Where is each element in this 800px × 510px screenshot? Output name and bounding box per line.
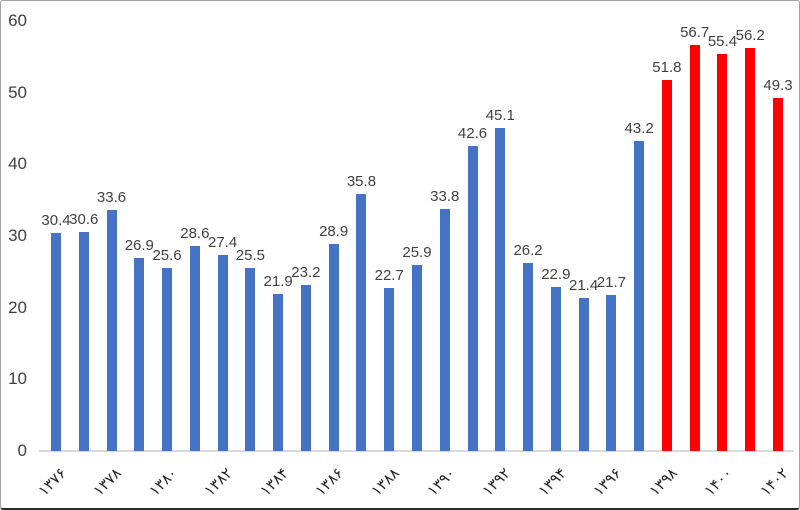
bar xyxy=(745,48,756,451)
bar-value-label: 26.2 xyxy=(513,242,543,260)
x-axis-tick-label: ۱۴۰۰ xyxy=(700,464,737,500)
bar xyxy=(356,194,367,451)
bar xyxy=(300,284,311,451)
y-axis-tick-label: 30 xyxy=(8,226,27,245)
x-axis-tick-label: ۱۳۹۸ xyxy=(645,464,681,500)
bar-value-label: 33.6 xyxy=(96,189,127,207)
bar-value-label: 25.9 xyxy=(402,244,432,262)
bar-value-label: 55.4 xyxy=(707,32,738,50)
bar-value-label: 28.9 xyxy=(319,222,349,240)
bar-value-label: 56.7 xyxy=(680,23,710,41)
y-axis-tick-label: 40 xyxy=(8,154,27,174)
x-axis-tick-label: ۱۳۸۶ xyxy=(311,464,348,500)
bar xyxy=(689,44,700,451)
bar-value-label: 30.4 xyxy=(41,212,71,230)
y-axis-tick-label: 10 xyxy=(8,369,27,389)
bar-value-label: 25.6 xyxy=(152,246,182,264)
bar xyxy=(467,145,478,451)
bar-value-label: 35.8 xyxy=(346,173,377,191)
bar-value-label: 22.7 xyxy=(374,267,404,285)
bar xyxy=(523,263,534,451)
bar-value-label: 56.2 xyxy=(735,27,765,45)
x-axis-tick-label: ۱۳۹۲ xyxy=(478,464,515,500)
bar xyxy=(189,246,200,451)
bar-value-label: 21.4 xyxy=(569,276,599,294)
x-axis-tick-label: ۱۳۹۶ xyxy=(589,464,626,500)
bar xyxy=(717,53,728,451)
bar-value-label: 51.8 xyxy=(652,58,682,76)
bar-value-label: 27.4 xyxy=(208,233,238,251)
x-axis-tick-label: ۱۳۸۰ xyxy=(145,464,181,500)
bar xyxy=(78,231,89,451)
x-axis-tick-label: ۱۳۸۴ xyxy=(256,464,292,500)
bar xyxy=(550,286,561,451)
bar xyxy=(411,265,422,451)
bar xyxy=(661,79,672,451)
bar-value-label: 22.9 xyxy=(541,265,571,283)
x-axis-tick-label: ۱۳۷۸ xyxy=(89,464,126,500)
bar xyxy=(495,127,506,451)
x-axis-tick-label: ۱۴۰۲ xyxy=(756,464,792,500)
bar xyxy=(772,97,783,451)
bar xyxy=(606,295,617,451)
bar-value-label: 42.6 xyxy=(457,124,488,142)
x-axis-line xyxy=(39,450,794,452)
x-axis-tick-label: ۱۳۷۶ xyxy=(34,464,70,500)
bar-value-label: 33.8 xyxy=(430,187,460,205)
bar xyxy=(439,208,450,451)
bar xyxy=(384,288,395,451)
bar-value-label: 23.2 xyxy=(291,263,321,281)
bar-value-label: 28.6 xyxy=(180,225,210,243)
bar-value-label: 25.5 xyxy=(235,247,265,265)
y-axis-tick-label: 20 xyxy=(8,297,27,317)
bar xyxy=(162,267,173,451)
y-axis-tick-label: 60 xyxy=(8,11,27,30)
bar-value-label: 21.9 xyxy=(263,273,293,291)
bar-value-label: 21.7 xyxy=(596,274,626,292)
bar xyxy=(106,210,117,451)
x-axis-tick-label: ۱۳۹۰ xyxy=(422,464,459,500)
bar-value-label: 43.2 xyxy=(624,120,654,138)
x-axis-tick-label: ۱۳۸۲ xyxy=(200,464,237,500)
bar-value-label: 49.3 xyxy=(763,76,793,94)
bar xyxy=(51,233,61,451)
bar xyxy=(217,254,228,451)
y-axis-tick-label: 0 xyxy=(17,441,27,460)
x-axis-tick-label: ۱۳۹۴ xyxy=(534,464,570,500)
bar xyxy=(634,141,645,451)
bar xyxy=(273,294,284,451)
y-axis-tick-label: 50 xyxy=(8,82,27,102)
bar-value-label: 45.1 xyxy=(485,106,515,124)
x-axis-tick-label: ۱۳۸۸ xyxy=(367,464,403,500)
bar xyxy=(328,243,339,451)
bar xyxy=(245,268,256,451)
bar-value-label: 30.6 xyxy=(69,210,99,228)
bar xyxy=(134,258,145,451)
bar-value-label: 26.9 xyxy=(124,237,154,255)
bar xyxy=(578,297,589,451)
